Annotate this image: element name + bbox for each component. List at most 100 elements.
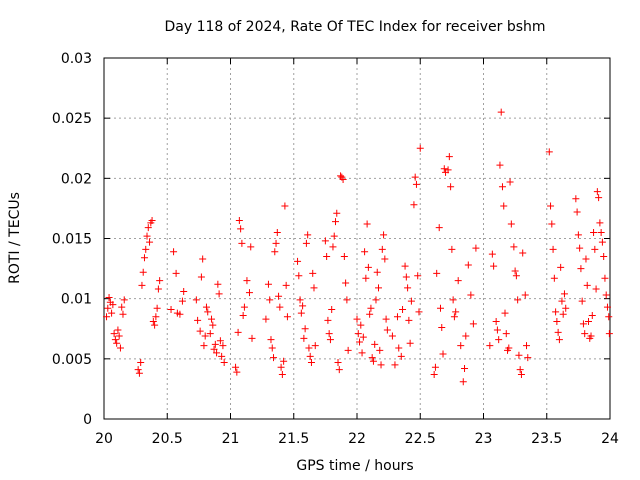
data-point (280, 357, 288, 365)
data-point (283, 313, 291, 321)
data-point (199, 255, 207, 263)
data-point (214, 280, 222, 288)
data-point (300, 334, 308, 342)
data-point (495, 336, 503, 344)
data-point (151, 321, 159, 329)
x-tick-label: 22 (348, 431, 366, 447)
data-point (595, 194, 603, 202)
x-axis-label: GPS time / hours (296, 458, 413, 474)
x-tick-label: 24 (601, 431, 619, 447)
data-point (591, 245, 599, 253)
data-point (178, 297, 186, 305)
chart-title: Day 118 of 2024, Rate Of TEC Index for r… (164, 19, 545, 35)
y-tick-label: 0.01 (61, 292, 92, 308)
data-point (584, 318, 592, 326)
data-point (362, 274, 370, 282)
data-point (209, 321, 217, 329)
data-point (576, 244, 584, 252)
data-point (560, 290, 568, 298)
data-point (467, 291, 475, 299)
y-tick-label: 0 (83, 412, 92, 428)
data-point (220, 358, 228, 366)
data-point (366, 310, 374, 318)
data-point (590, 228, 598, 236)
data-point (603, 303, 611, 311)
data-point (552, 308, 560, 316)
data-point (524, 354, 532, 362)
data-point (445, 153, 453, 161)
data-point (310, 284, 318, 292)
axis-ticks: 20 20.5 21 21.5 22 22.5 23 23.5 24 0 0.005 0.01 0.01… (52, 51, 619, 447)
data-point (397, 352, 405, 360)
data-point (219, 342, 227, 350)
data-point (197, 273, 205, 281)
data-point (605, 313, 613, 321)
data-point (239, 312, 247, 320)
data-point (449, 296, 457, 304)
data-point (235, 216, 243, 224)
data-point (448, 245, 456, 253)
data-point (140, 254, 148, 262)
data-point (144, 224, 152, 232)
data-point (510, 243, 518, 251)
data-point (438, 324, 446, 332)
data-point (592, 285, 600, 293)
data-point (294, 257, 302, 265)
data-point (139, 268, 147, 276)
data-point (330, 232, 338, 240)
data-point (363, 220, 371, 228)
data-point (295, 272, 303, 280)
data-point (597, 228, 605, 236)
data-point (550, 274, 558, 282)
data-point (369, 357, 377, 365)
data-point (492, 318, 500, 326)
data-point (444, 166, 452, 174)
data-point (266, 296, 274, 304)
data-point (120, 296, 128, 304)
x-tick-label: 20.5 (152, 431, 183, 447)
data-point (430, 370, 438, 378)
data-point (359, 333, 367, 341)
data-point (311, 342, 319, 350)
data-point (343, 296, 351, 304)
data-point (146, 238, 154, 246)
data-point (410, 201, 418, 209)
data-point (361, 248, 369, 256)
data-point (549, 245, 557, 253)
data-point (326, 336, 334, 344)
data-point (505, 344, 513, 352)
data-point (301, 325, 309, 333)
data-point (119, 310, 127, 318)
data-point (515, 351, 523, 359)
data-point (331, 218, 339, 226)
data-point (210, 345, 218, 353)
data-point (232, 363, 240, 371)
data-point (572, 195, 580, 203)
data-point (354, 330, 362, 338)
data-point (511, 267, 519, 275)
data-point (115, 332, 123, 340)
data-point (104, 304, 112, 312)
data-point (108, 309, 116, 317)
data-point (497, 108, 505, 116)
grid (104, 58, 610, 419)
data-point (200, 342, 208, 350)
data-point (405, 316, 413, 324)
y-axis-label: ROTI / TECUs (7, 192, 23, 284)
data-point (433, 269, 441, 277)
data-point (498, 183, 506, 191)
y-tick-label: 0.015 (52, 232, 92, 248)
data-point (275, 292, 283, 300)
data-point (452, 308, 460, 316)
data-point (393, 313, 401, 321)
data-point (211, 340, 219, 348)
data-point (109, 301, 117, 309)
data-point (334, 358, 342, 366)
data-point (461, 364, 469, 372)
data-point (459, 378, 467, 386)
x-tick-label: 23 (475, 431, 493, 447)
data-point (583, 281, 591, 289)
data-point (382, 315, 390, 323)
data-point (502, 330, 510, 338)
data-point (411, 173, 419, 181)
